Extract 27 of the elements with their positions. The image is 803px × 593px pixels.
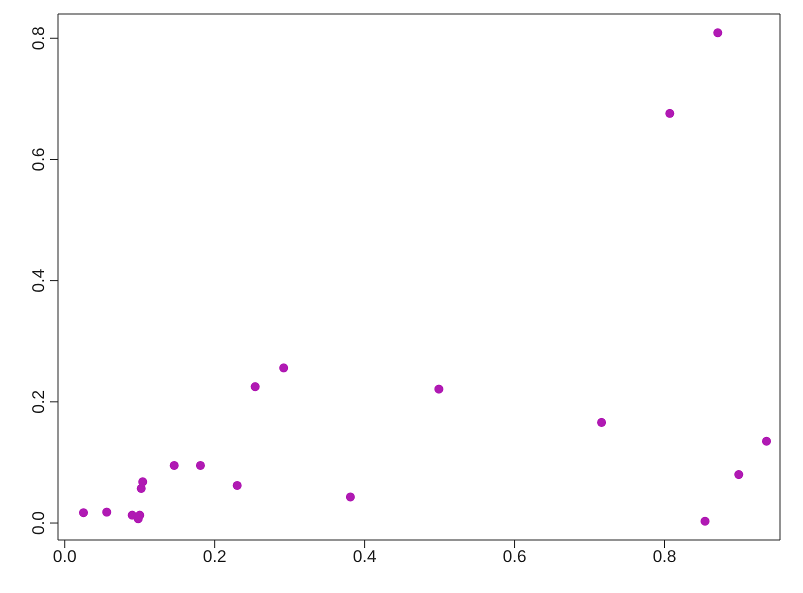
x-tick-label: 0.0 xyxy=(52,547,77,566)
point xyxy=(250,382,260,392)
point xyxy=(700,516,710,526)
point xyxy=(170,460,179,470)
point xyxy=(734,470,744,480)
point xyxy=(279,363,288,372)
x-tick-label: 0.4 xyxy=(352,547,376,566)
point xyxy=(665,108,674,118)
x-tick-label: 0.8 xyxy=(652,547,676,566)
y-tick-label: 0.2 xyxy=(29,390,48,414)
y-tick-label: 0.8 xyxy=(29,26,48,50)
y-tick-label: 0.4 xyxy=(29,268,48,292)
y-tick-label: 0.0 xyxy=(29,511,48,535)
point xyxy=(762,436,772,446)
point xyxy=(597,418,606,427)
point xyxy=(196,460,205,470)
point xyxy=(434,384,444,394)
point xyxy=(713,28,722,38)
y-tick-label: 0.6 xyxy=(29,148,48,172)
point xyxy=(232,480,242,490)
x-tick-label: 0.2 xyxy=(202,547,227,566)
x-tick-label: 0.6 xyxy=(502,547,526,566)
point xyxy=(78,508,88,518)
point xyxy=(102,508,112,517)
point xyxy=(135,510,144,520)
point xyxy=(346,492,355,502)
point xyxy=(138,477,148,486)
